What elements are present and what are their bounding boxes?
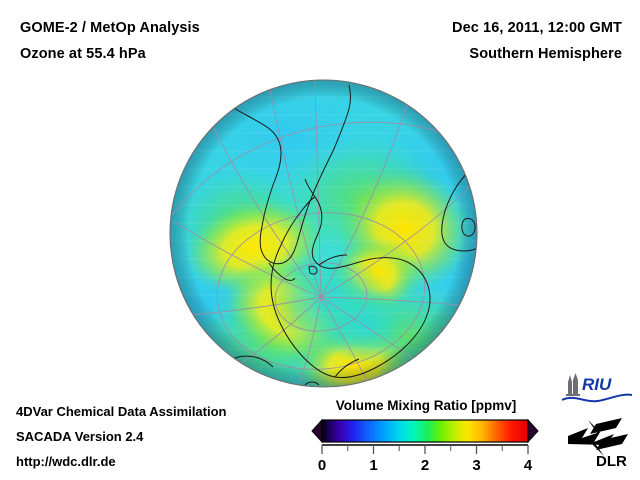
limb-shading (170, 80, 477, 387)
colorbar-gradient (321, 419, 529, 443)
orthographic-projection (169, 79, 478, 388)
dlr-logo: DLR (568, 418, 628, 470)
coast-africa-horn (464, 140, 477, 158)
method-label: 4DVar Chemical Data Assimilation (16, 404, 227, 419)
coast-falklands (308, 265, 318, 275)
coast-south-america (228, 84, 351, 265)
coast-ross-sea (334, 358, 360, 378)
colorbar-scale: 0 1 2 3 4 (311, 418, 539, 474)
riu-wordmark: RIU (582, 375, 612, 394)
colorbar-tick-0: 0 (318, 457, 326, 474)
globe-map (169, 79, 478, 388)
colorbar-major-ticks (321, 445, 529, 454)
coast-antarctic-peninsula (304, 178, 316, 198)
riu-logo: RIU (561, 373, 633, 403)
hemisphere-label: Southern Hemisphere (469, 46, 622, 62)
page-title: GOME‑2 / MetOp Analysis (20, 20, 200, 36)
coastlines (226, 84, 477, 387)
source-url-label[interactable]: http://wdc.dlr.de (16, 454, 116, 469)
page-subtitle: Ozone at 55.4 hPa (20, 46, 146, 62)
colorbar-title: Volume Mixing Ratio [ppmv] (335, 398, 517, 413)
colorbar-minor-ticks (347, 445, 503, 451)
colorbar-extend-right (527, 418, 539, 444)
version-label: SACADA Version 2.4 (16, 429, 144, 444)
dlr-wordmark: DLR (596, 453, 627, 470)
colorbar-extend-left (311, 418, 323, 444)
coast-weddell-sea (318, 254, 348, 266)
coast-africa (441, 162, 477, 252)
coast-tasmania (264, 377, 275, 387)
colorbar-tick-3: 3 (472, 457, 480, 474)
dlr-emblem-icon (568, 418, 628, 456)
riu-wave-icon (561, 393, 633, 403)
colorbar: Volume Mixing Ratio [ppmv] (306, 398, 546, 474)
globe-outline (169, 79, 478, 388)
coast-new-zealand (304, 381, 320, 386)
colorbar-tick-1: 1 (369, 457, 377, 474)
colorbar-tick-labels: 0 1 2 3 4 (318, 457, 533, 474)
ozone-field (170, 80, 477, 387)
colorbar-tick-2: 2 (421, 457, 429, 474)
timestamp-label: Dec 16, 2011, 12:00 GMT (452, 20, 622, 36)
coast-antarctica (270, 196, 431, 378)
coast-madagascar (461, 218, 476, 237)
colorbar-tick-4: 4 (524, 457, 533, 474)
cathedral-icon (566, 373, 580, 396)
